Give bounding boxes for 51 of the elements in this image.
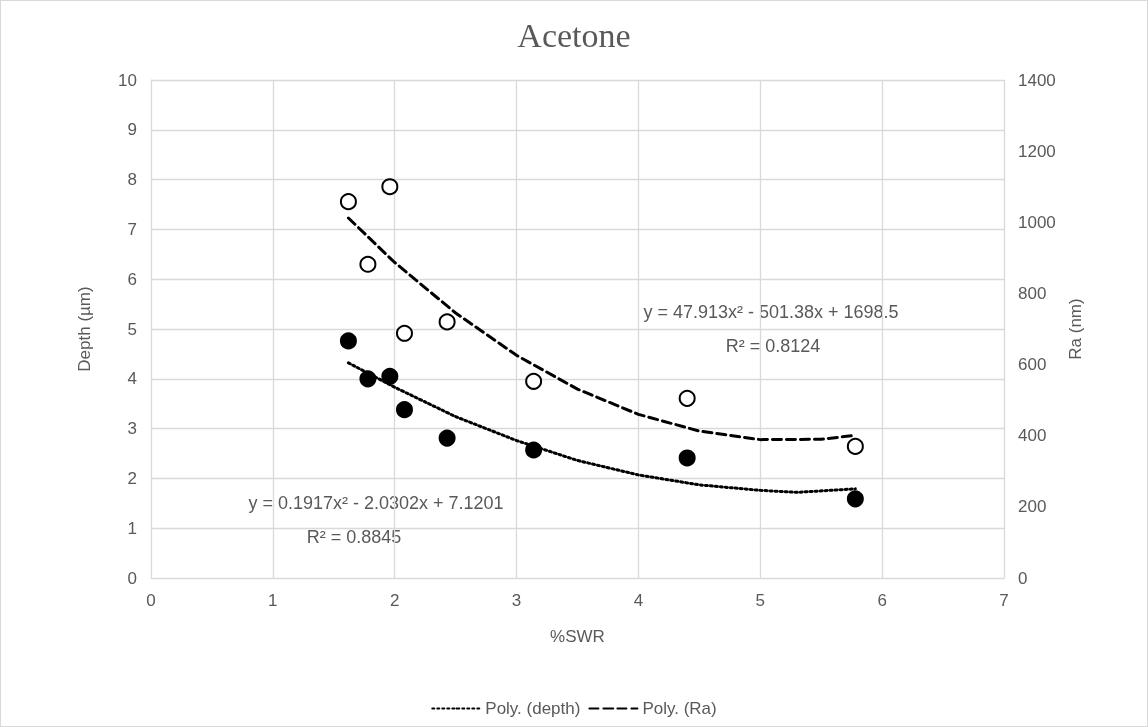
- y-tick-label: 1: [127, 518, 137, 538]
- point: [339, 193, 357, 211]
- annotation: R² = 0.8845: [306, 527, 402, 547]
- y2-tick-label: 200: [1018, 497, 1047, 517]
- annotation: y = 47.913x² - 501.38x + 1698.5: [643, 302, 899, 322]
- x-axis-title: %SWR: [550, 627, 605, 646]
- point: [381, 367, 399, 385]
- y2-axis-title: Ra (nm): [1065, 298, 1085, 360]
- annotation: R² = 0.8124: [725, 336, 821, 356]
- point: [678, 389, 696, 407]
- legend-label: Poly. (depth): [485, 699, 581, 718]
- point: [381, 178, 399, 196]
- point: [395, 324, 413, 342]
- y-tick-label: 7: [127, 219, 137, 239]
- y-tick-label: 3: [127, 419, 137, 439]
- y-tick-label: 6: [127, 269, 137, 289]
- y-tick-label: 10: [118, 70, 137, 90]
- point: [438, 313, 456, 331]
- y-tick-label: 0: [127, 568, 137, 588]
- point: [525, 372, 543, 390]
- point: [339, 332, 357, 350]
- x-tick-label: 7: [999, 591, 1009, 610]
- y2-tick-label: 400: [1018, 426, 1047, 446]
- x-tick-label: 2: [389, 591, 400, 610]
- x-tick-label: 1: [268, 591, 278, 610]
- point: [395, 401, 413, 419]
- y2-tick-label: 0: [1018, 568, 1028, 588]
- y2-tick-label: 1200: [1018, 141, 1056, 161]
- point: [678, 449, 696, 467]
- y-tick-label: 5: [127, 319, 137, 339]
- chart-title: Acetone: [517, 16, 631, 54]
- x-tick-label: 0: [146, 591, 156, 610]
- point: [438, 429, 456, 447]
- x-tick-label: 4: [633, 591, 644, 610]
- y2-tick-label: 1400: [1018, 70, 1056, 90]
- y-tick-label: 4: [127, 369, 137, 389]
- legend-label: Poly. (Ra): [642, 699, 717, 718]
- x-tick-label: 6: [877, 591, 887, 610]
- y-axis-title: Depth (µm): [75, 286, 94, 372]
- y2-tick-label: 600: [1018, 355, 1047, 375]
- y2-tick-label: 800: [1018, 283, 1047, 303]
- y-tick-label: 8: [127, 170, 137, 190]
- y-tick-label: 9: [127, 120, 137, 140]
- point: [846, 490, 864, 508]
- y-tick-label: 2: [127, 468, 137, 488]
- point: [359, 255, 377, 273]
- x-tick-label: 3: [511, 591, 522, 610]
- y2-tick-label: 1000: [1018, 212, 1056, 232]
- point: [846, 437, 864, 455]
- annotation: y = 0.1917x² - 2.0302x + 7.1201: [248, 493, 504, 513]
- x-tick-label: 5: [755, 591, 766, 610]
